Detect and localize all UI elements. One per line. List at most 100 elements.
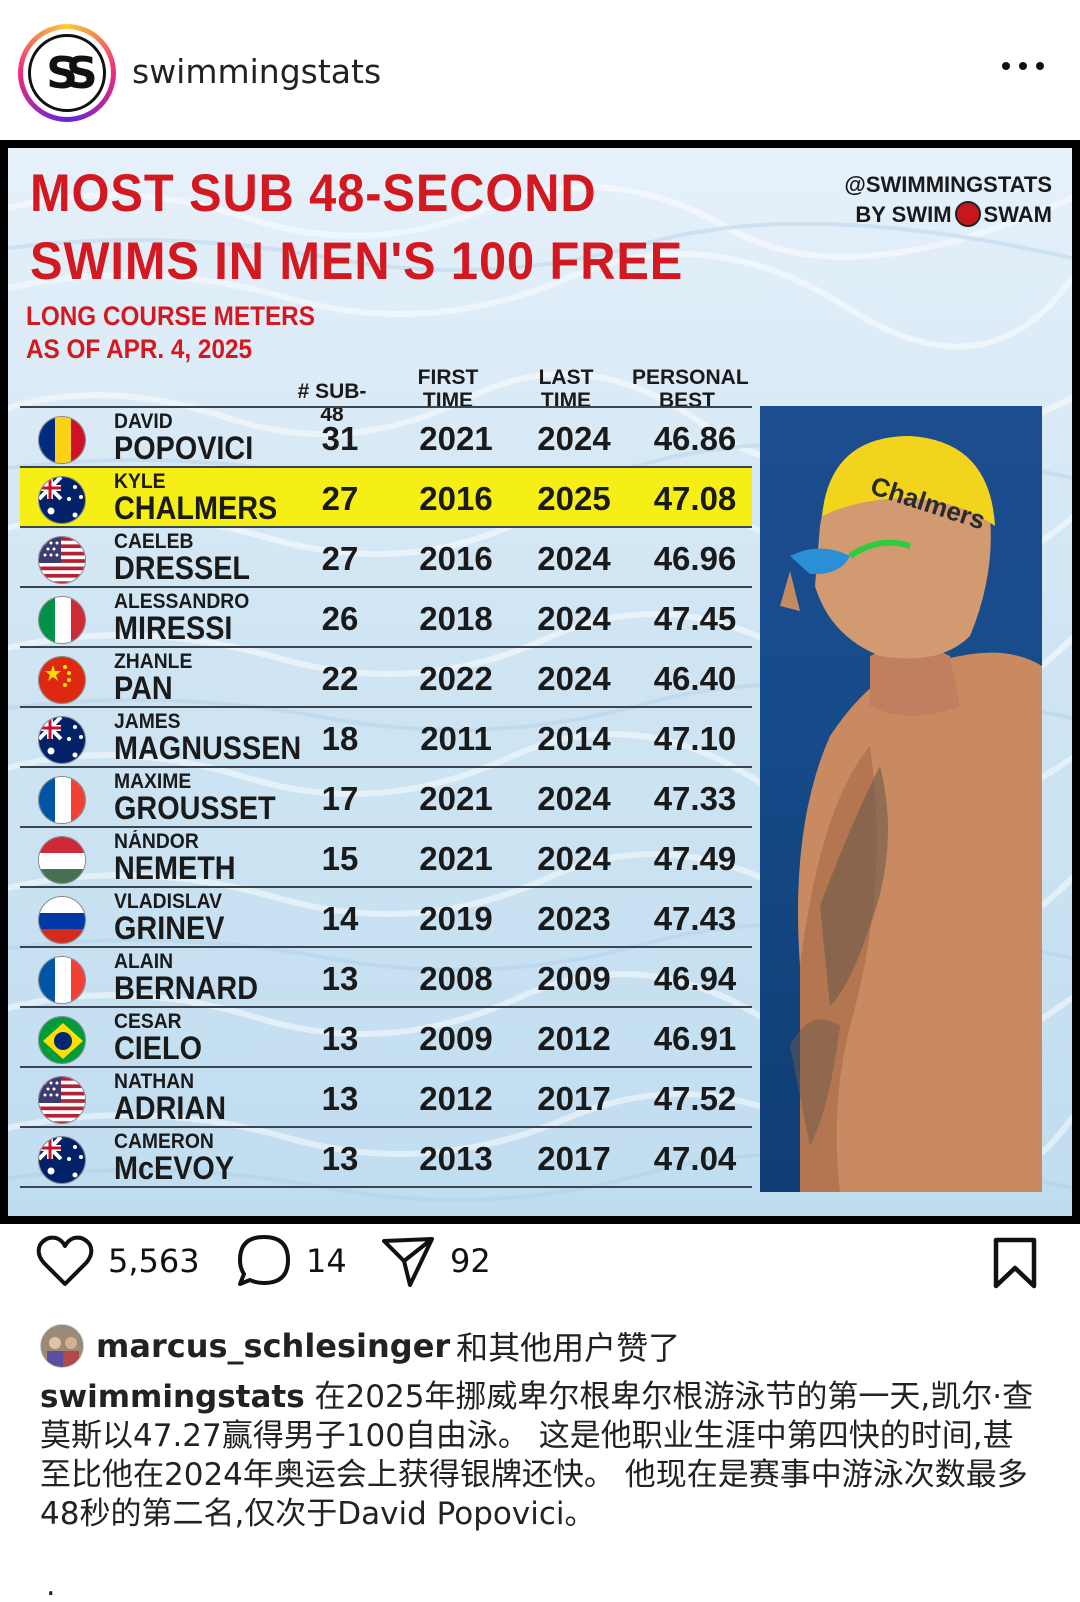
swimmer-first-name: MAXIME	[114, 770, 192, 793]
credit-block: @SWIMMINGSTATS BY SWIM SWAM	[844, 172, 1052, 227]
swimmer-first-name: CESAR	[114, 1010, 182, 1033]
table-row: NÁNDOR NEMETH 15 2021 2024 47.49	[20, 826, 752, 886]
infographic-poster: MOST SUB 48-SECOND SWIMS IN MEN'S 100 FR…	[8, 148, 1072, 1216]
sub48-count: 27	[321, 540, 359, 577]
liked-by[interactable]: marcus_schlesinger 和其他用户赞了	[40, 1322, 680, 1370]
swimmer-first-name: VLADISLAV	[114, 890, 223, 913]
liker-avatar[interactable]	[40, 1324, 84, 1368]
personal-best: 47.45	[653, 600, 737, 637]
swimmer-last-name: MAGNUSSEN	[114, 730, 302, 766]
comments-count: 14	[306, 1242, 347, 1280]
personal-best: 47.33	[653, 780, 737, 817]
first-time-year: 2022	[419, 660, 493, 697]
swimmer-last-name: POPOVICI	[114, 430, 254, 466]
swimmer-first-name: KYLE	[114, 470, 166, 493]
flag-australia-icon	[38, 476, 86, 524]
first-time-year: 2012	[419, 1080, 493, 1117]
sub48-count: 15	[321, 840, 359, 877]
swimmer-first-name: CAMERON	[114, 1130, 214, 1153]
sub48-count: 18	[321, 720, 359, 757]
infographic-subtitle: LONG COURSE METERS AS OF APR. 4, 2025	[26, 301, 315, 364]
swimmer-first-name: ALAIN	[114, 950, 174, 973]
like-button[interactable]: 5,563	[36, 1226, 200, 1296]
sub48-count: 31	[321, 420, 359, 457]
table-row: CESAR CIELO 13 2009 2012 46.91	[20, 1006, 752, 1066]
last-time-year: 2024	[537, 420, 611, 457]
personal-best: 47.52	[653, 1080, 737, 1117]
swimmer-photo: Chalmers	[760, 406, 1042, 1192]
first-time-year: 2016	[419, 480, 493, 517]
personal-best: 46.94	[653, 960, 737, 997]
post-header: SS swimmingstats	[0, 0, 1080, 140]
first-time-year: 2021	[419, 840, 493, 877]
first-time-year: 2008	[419, 960, 493, 997]
table-row: ALAIN BERNARD 13 2008 2009 46.94	[20, 946, 752, 1006]
flag-italy-icon	[38, 596, 86, 644]
action-bar: 5,563 14 92	[0, 1226, 1080, 1296]
swimmer-last-name: McEVOY	[114, 1150, 235, 1186]
likes-count: 5,563	[108, 1242, 200, 1280]
last-time-year: 2024	[537, 600, 611, 637]
comment-button[interactable]: 14	[236, 1226, 347, 1296]
comment-icon	[238, 1235, 290, 1286]
sub48-count: 13	[321, 1020, 359, 1057]
avatar[interactable]: SS	[18, 24, 116, 122]
table-row: MAXIME GROUSSET 17 2021 2024 47.33	[20, 766, 752, 826]
swimmer-last-name: PAN	[114, 670, 173, 706]
first-time-year: 2013	[419, 1140, 493, 1177]
table-row: DAVID POPOVICI 31 2021 2024 46.86	[20, 406, 752, 466]
post-image[interactable]: MOST SUB 48-SECOND SWIMS IN MEN'S 100 FR…	[0, 140, 1080, 1224]
flag-france-icon	[38, 956, 86, 1004]
swimswam-logo-icon	[954, 201, 981, 227]
flag-usa-icon	[38, 536, 86, 584]
sub48-count: 13	[321, 1080, 359, 1117]
last-time-year: 2012	[537, 1020, 611, 1057]
last-time-year: 2024	[537, 780, 611, 817]
share-button[interactable]: 92	[380, 1226, 491, 1296]
ellipsis-icon[interactable]	[1002, 60, 1044, 72]
first-time-year: 2021	[419, 780, 493, 817]
swimmer-last-name: MIRESSI	[114, 610, 233, 646]
personal-best: 46.91	[653, 1020, 737, 1057]
table-row: CAELEB DRESSEL 27 2016 2024 46.96	[20, 526, 752, 586]
swimmer-last-name: DRESSEL	[114, 550, 251, 586]
personal-best: 47.10	[653, 720, 737, 757]
last-time-year: 2023	[537, 900, 611, 937]
header-sub48: # SUB-48	[297, 380, 367, 426]
last-time-year: 2017	[537, 1080, 611, 1117]
flag-usa-icon	[38, 1076, 86, 1124]
last-time-year: 2024	[537, 840, 611, 877]
flag-china-icon	[38, 656, 86, 704]
infographic-title: MOST SUB 48-SECOND SWIMS IN MEN'S 100 FR…	[30, 164, 684, 291]
sub48-count: 14	[321, 900, 359, 937]
post-caption: swimmingstats 在2025年挪威卑尔根卑尔根游泳节的第一天,凯尔·查…	[40, 1378, 1040, 1534]
swimmer-first-name: DAVID	[114, 410, 173, 433]
table-row: ZHANLE PAN 22 2022 2024 46.40	[20, 646, 752, 706]
send-icon	[382, 1237, 434, 1287]
flag-france-icon	[38, 776, 86, 824]
caption-more[interactable]: .	[46, 1568, 56, 1602]
flag-romania-icon	[38, 416, 86, 464]
liker-username[interactable]: marcus_schlesinger	[96, 1327, 451, 1365]
table-row: JAMES MAGNUSSEN 18 2011 2014 47.10	[20, 706, 752, 766]
swimmer-first-name: ZHANLE	[114, 650, 193, 673]
swimmer-first-name: CAELEB	[114, 530, 194, 553]
table-row: ALESSANDRO MIRESSI 26 2018 2024 47.45	[20, 586, 752, 646]
shares-count: 92	[450, 1242, 491, 1280]
post-username[interactable]: swimmingstats	[132, 52, 382, 91]
table-row: NATHAN ADRIAN 13 2012 2017 47.52	[20, 1066, 752, 1126]
table-row: CAMERON McEVOY 13 2013 2017 47.04	[20, 1126, 752, 1186]
heart-icon	[36, 1235, 94, 1286]
table-bottom-rule	[20, 1186, 752, 1188]
personal-best: 46.40	[653, 660, 737, 697]
caption-text: 在2025年挪威卑尔根卑尔根游泳节的第一天,凯尔·查莫斯以47.27赢得男子10…	[40, 1379, 1034, 1532]
last-time-year: 2025	[537, 480, 611, 517]
last-time-year: 2017	[537, 1140, 611, 1177]
caption-username[interactable]: swimmingstats	[40, 1379, 305, 1415]
bookmark-icon[interactable]	[990, 1236, 1040, 1290]
first-time-year: 2011	[420, 720, 492, 757]
swimmer-last-name: NEMETH	[114, 850, 236, 886]
last-time-year: 2009	[537, 960, 611, 997]
personal-best: 47.08	[653, 480, 737, 517]
first-time-year: 2016	[419, 540, 493, 577]
